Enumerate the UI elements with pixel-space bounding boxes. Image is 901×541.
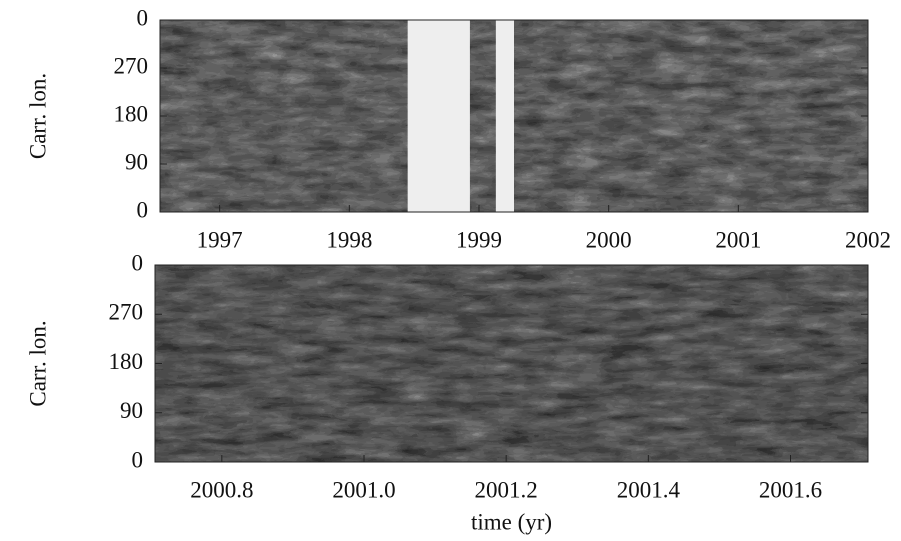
y-tick-label: 0 [132, 447, 144, 472]
y-tick-label: 0 [132, 250, 144, 275]
y-tick-label: 90 [125, 149, 148, 174]
y-tick-label: 180 [114, 101, 149, 126]
x-tick-label: 2001 [715, 227, 761, 252]
y-tick-label: 90 [120, 398, 143, 423]
y-tick-label: 180 [109, 349, 144, 374]
y-axis-label: Carr. lon. [25, 320, 50, 406]
data-gap [407, 20, 470, 212]
x-tick-label: 2000.8 [190, 477, 253, 502]
x-axis-label: time (yr) [471, 509, 552, 534]
map-shadow [155, 265, 868, 462]
y-tick-label: 0 [137, 5, 149, 30]
x-tick-label: 1997 [197, 227, 243, 252]
y-tick-label: 270 [109, 300, 144, 325]
x-tick-label: 2001.4 [617, 477, 681, 502]
x-tick-label: 2001.6 [759, 477, 822, 502]
x-tick-label: 2001.2 [475, 477, 538, 502]
data-gap [495, 20, 514, 212]
y-tick-label: 0 [137, 197, 149, 222]
y-axis-label: Carr. lon. [25, 73, 50, 159]
x-tick-label: 2000 [586, 227, 632, 252]
y-tick-label: 270 [114, 53, 149, 78]
x-tick-label: 2002 [845, 227, 891, 252]
x-tick-label: 1998 [326, 227, 372, 252]
x-tick-label: 1999 [456, 227, 502, 252]
x-tick-label: 2001.0 [332, 477, 395, 502]
